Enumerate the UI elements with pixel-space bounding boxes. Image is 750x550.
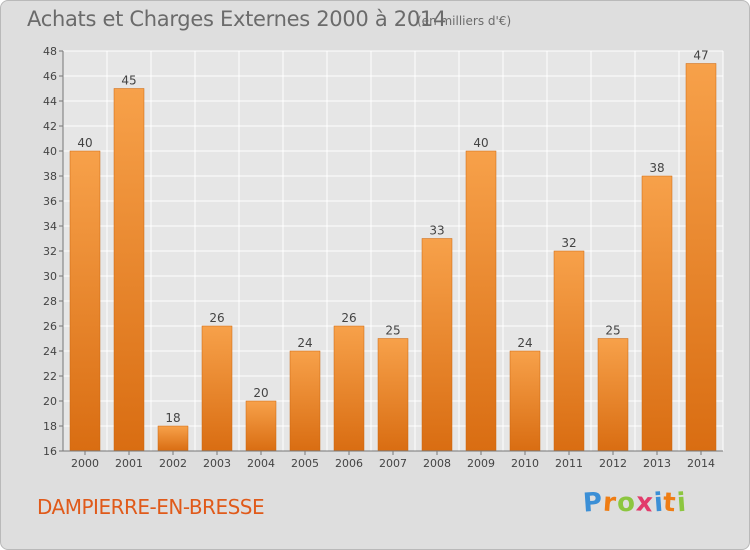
- data-label-2013: 38: [649, 161, 664, 175]
- y-tick-label: 38: [43, 170, 57, 183]
- bar-2003: [201, 325, 233, 452]
- y-tick-label: 44: [43, 95, 57, 108]
- data-label-2000: 40: [77, 136, 92, 150]
- logo-letter: P: [581, 487, 605, 519]
- proxiti-logo: Proxiti: [581, 487, 688, 519]
- chart-title: Achats et Charges Externes 2000 à 2014: [27, 7, 447, 31]
- x-tick-label-2004: 2004: [247, 457, 275, 470]
- bars: [69, 63, 717, 452]
- chart-unit: (en milliers d'€): [417, 14, 512, 28]
- x-tick-label-2009: 2009: [467, 457, 495, 470]
- data-label-2011: 32: [561, 236, 576, 250]
- data-label-2001: 45: [121, 74, 136, 88]
- data-label-2006: 26: [341, 311, 356, 325]
- x-tick-label-2012: 2012: [599, 457, 627, 470]
- y-tick-label: 20: [43, 395, 57, 408]
- y-tick-label: 18: [43, 420, 57, 433]
- data-labels: 40 45 18 26 20 24 26 25 33 40 24 32 25 38 47: [77, 49, 708, 426]
- y-tick-label: 28: [43, 295, 57, 308]
- data-label-2005: 24: [297, 336, 312, 350]
- bar-2004: [245, 400, 277, 452]
- x-tick-label-2001: 2001: [115, 457, 143, 470]
- data-label-2003: 26: [209, 311, 224, 325]
- bar-2007: [377, 338, 409, 452]
- y-tick-label: 34: [43, 220, 57, 233]
- y-tick-label: 42: [43, 120, 57, 133]
- data-label-2008: 33: [429, 224, 444, 238]
- y-tick-label: 46: [43, 70, 57, 83]
- bar-2009: [465, 150, 497, 452]
- x-tick-label-2011: 2011: [555, 457, 583, 470]
- bar-2002: [157, 425, 189, 452]
- y-tick-label: 30: [43, 270, 57, 283]
- y-tick-label: 16: [43, 445, 57, 458]
- bar-2006: [333, 325, 365, 452]
- x-tick-label-2013: 2013: [643, 457, 671, 470]
- logo-letter: i: [675, 487, 688, 519]
- y-tick-label: 32: [43, 245, 57, 258]
- data-label-2009: 40: [473, 136, 488, 150]
- data-label-2014: 47: [693, 49, 708, 63]
- x-tick-label-2010: 2010: [511, 457, 539, 470]
- y-tick-label: 26: [43, 320, 57, 333]
- x-tick-label-2000: 2000: [71, 457, 99, 470]
- logo-letter: o: [615, 487, 637, 519]
- data-label-2007: 25: [385, 324, 400, 338]
- logo-letter: x: [634, 487, 655, 519]
- bar-2010: [509, 350, 541, 452]
- data-label-2002: 18: [165, 411, 180, 425]
- data-label-2010: 24: [517, 336, 532, 350]
- bar-2012: [597, 338, 629, 452]
- bar-2011: [553, 250, 585, 452]
- y-tick-label: 48: [43, 45, 57, 58]
- data-label-2004: 20: [253, 386, 268, 400]
- x-tick-label-2014: 2014: [687, 457, 715, 470]
- y-tick-label: 40: [43, 145, 57, 158]
- x-tick-label-2002: 2002: [159, 457, 187, 470]
- y-tick-label: 36: [43, 195, 57, 208]
- x-tick-label-2006: 2006: [335, 457, 363, 470]
- x-tick-label-2005: 2005: [291, 457, 319, 470]
- axes: 16 18 20 22 24 26 28 30 32 34 36 38 40 42 44 46 48 2000 20…: [43, 45, 723, 470]
- bar-2008: [421, 238, 453, 452]
- bar-2013: [641, 175, 673, 452]
- place-name: DAMPIERRE-EN-BRESSE: [37, 495, 265, 519]
- data-label-2012: 25: [605, 324, 620, 338]
- bar-2001: [113, 88, 145, 452]
- x-tick-label-2008: 2008: [423, 457, 451, 470]
- x-tick-label-2007: 2007: [379, 457, 407, 470]
- y-tick-label: 24: [43, 345, 57, 358]
- bar-2005: [289, 350, 321, 452]
- bar-2000: [69, 150, 101, 452]
- y-tick-label: 22: [43, 370, 57, 383]
- bar-2014: [685, 63, 717, 452]
- x-tick-label-2003: 2003: [203, 457, 231, 470]
